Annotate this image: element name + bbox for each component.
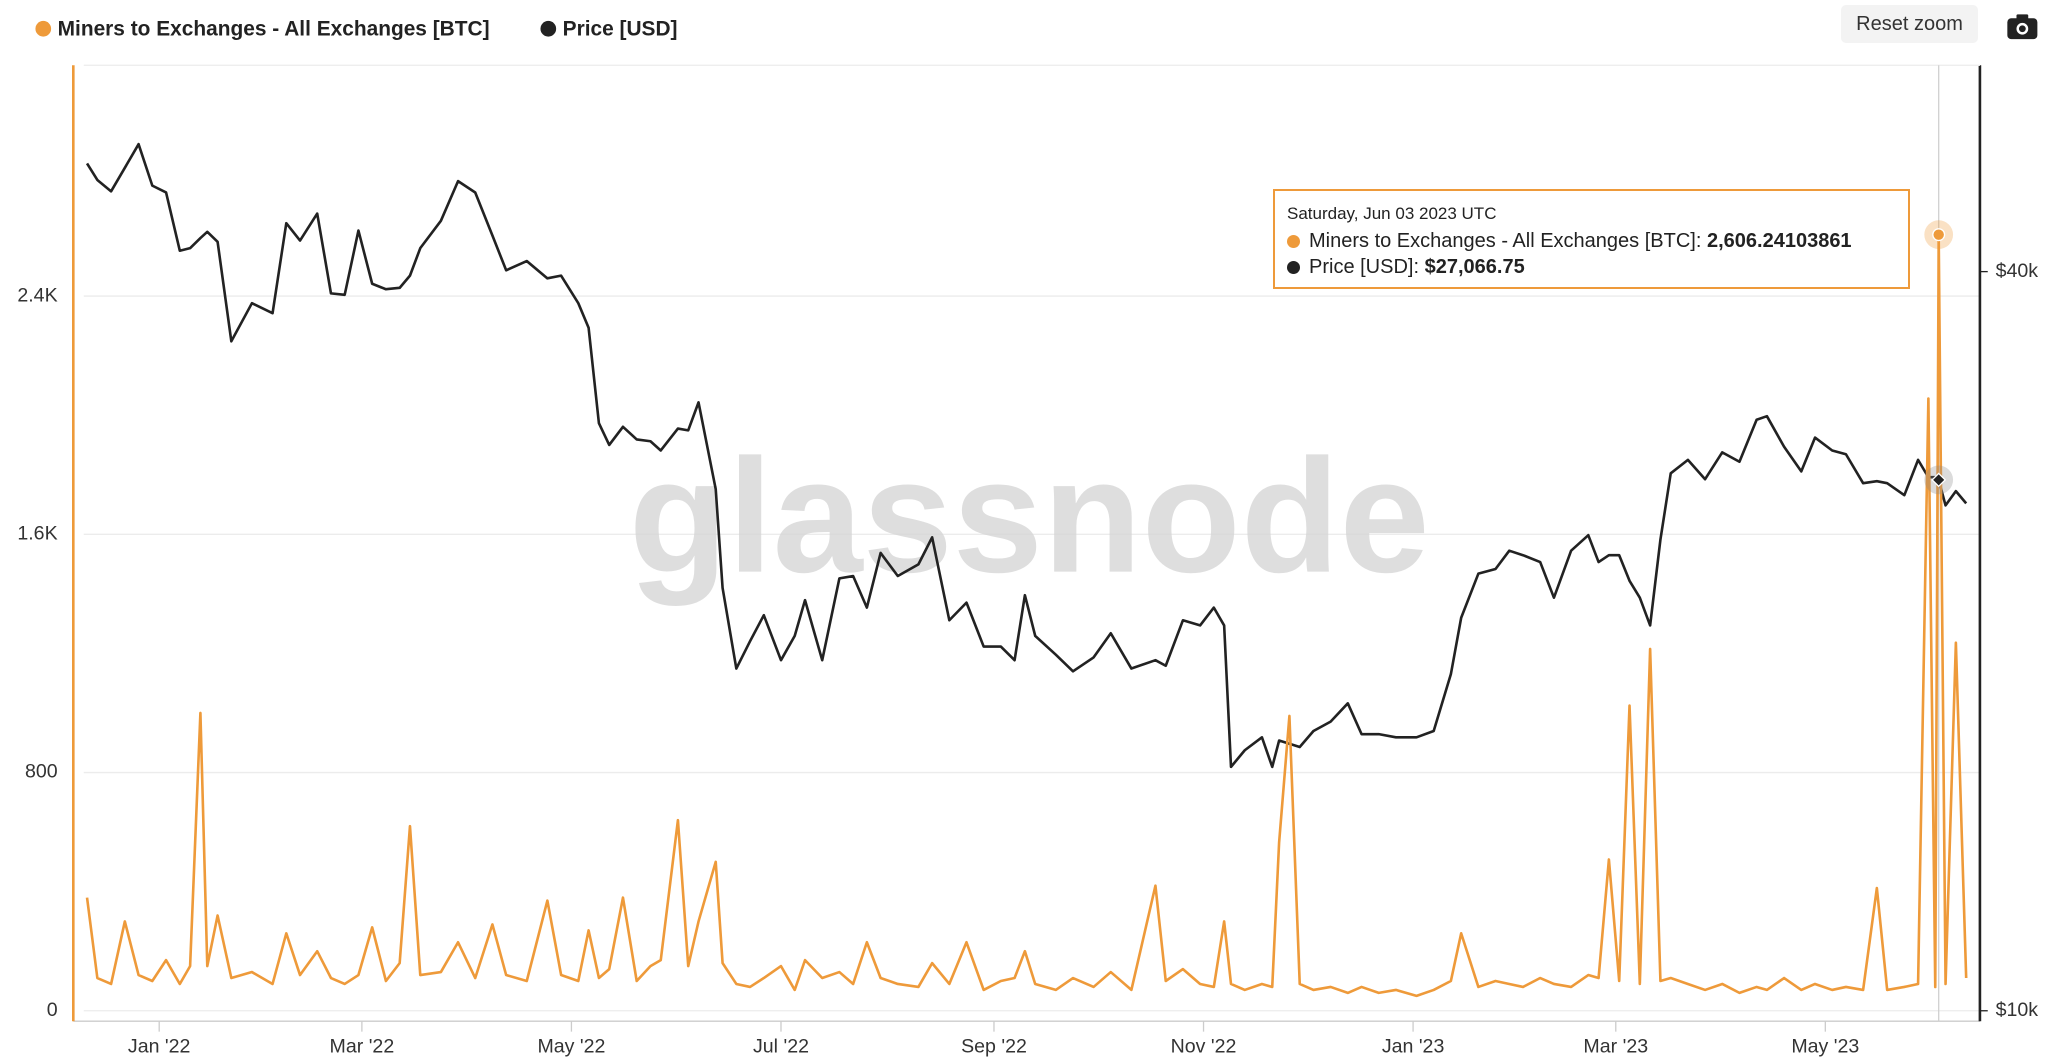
camera-lens-inner[interactable] [2018,25,2026,33]
tooltip-row: Miners to Exchanges - All Exchanges [BTC… [1287,228,1896,254]
legend-dot [540,20,557,37]
tooltip-value: $27,066.75 [1424,255,1525,278]
tooltip-row: Price [USD] $27,066.75 [1287,254,1896,280]
x-tick-label: Nov '22 [1171,1036,1237,1058]
tooltip-date: Saturday, Jun 03 2023 UTC [1287,204,1497,223]
x-tick-label: Sep '22 [961,1036,1027,1058]
x-tick-label: May '23 [1791,1036,1859,1058]
x-tick-label: Jul '22 [753,1036,809,1058]
series-line [85,233,1968,998]
y-tick-label: 0 [47,999,58,1021]
x-tick-label: Mar '23 [1583,1036,1648,1058]
reset-zoom-button[interactable]: Reset zoom [1841,5,1978,43]
tooltip-dot [1287,260,1300,274]
y-tick-label: 2.4K [17,284,57,306]
series-line [85,142,1968,769]
tooltip: Saturday, Jun 03 2023 UTC Miners to Exch… [1273,189,1910,289]
hover-marker [1932,228,1946,242]
y2-tick-label: $10k [1996,999,2039,1021]
plot-layer [85,65,1968,1022]
legend-label: Price [USD] [563,18,678,41]
y2-tick-label: $40k [1996,260,2039,282]
camera-top[interactable] [2016,14,2029,21]
watermark: glassnode [629,426,1430,607]
x-tick-label: Jan '23 [1382,1036,1445,1058]
x-tick-label: Mar '22 [330,1036,395,1058]
tooltip-dot [1287,234,1300,248]
y-tick-label: 800 [25,761,58,783]
x-tick-label: May '22 [537,1036,605,1058]
x-tick-label: Jan '22 [128,1036,191,1058]
tooltip-label: Price [USD] [1309,256,1425,279]
hover-marker [1931,472,1947,488]
tooltip-value: 2,606.24103861 [1706,229,1852,252]
tooltip-label: Miners to Exchanges - All Exchanges [BTC… [1309,230,1707,253]
legend-label: Miners to Exchanges - All Exchanges [BTC… [58,18,490,41]
axes-layer: 0 800 1.6K 2.4K $10k $40k Jan '22 Mar '22 May '2… [17,64,2039,1058]
camera-icon[interactable] [2007,14,2038,40]
y-tick-label: 1.6K [17,522,57,544]
legend-dot [35,20,52,37]
